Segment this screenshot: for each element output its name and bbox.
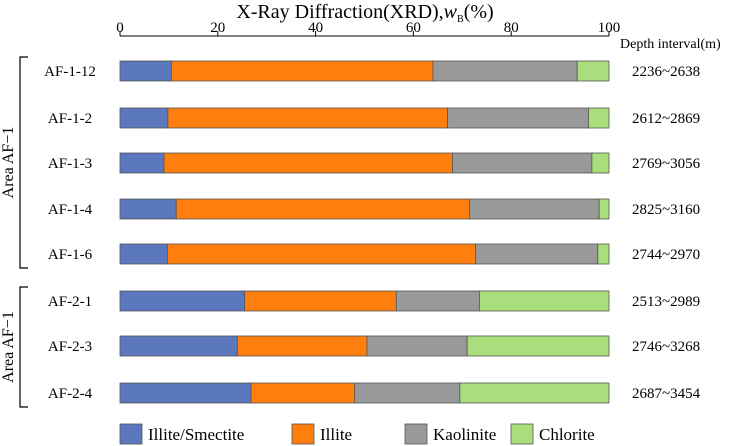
depth-interval-header: Depth interval(m) bbox=[620, 37, 721, 52]
x-tick-label: 0 bbox=[116, 20, 124, 36]
bar-segment-kaolinite bbox=[354, 382, 461, 404]
bar-segment-illite-smectite bbox=[119, 107, 169, 129]
x-tick-label: 100 bbox=[598, 20, 621, 36]
bar-segment-kaolinite bbox=[395, 290, 480, 312]
bar-segment-chlorite bbox=[598, 198, 610, 220]
x-tick-label: 60 bbox=[406, 20, 421, 36]
legend: Illite/Smectite Illite Kaolinite Chlorite bbox=[119, 423, 595, 445]
category-label: AF-2-3 bbox=[48, 339, 92, 355]
bar-segment-illite-smectite bbox=[119, 60, 172, 82]
legend-swatch bbox=[510, 423, 534, 445]
bar-segment-illite-smectite bbox=[119, 335, 238, 357]
bar-segment-chlorite bbox=[591, 152, 610, 174]
legend-label: Illite/Smectite bbox=[148, 425, 244, 444]
depth-label: 2612~2869 bbox=[632, 111, 700, 127]
depth-labels: 2236~2638 2612~2869 2769~3056 2825~3160 2744… bbox=[632, 64, 701, 402]
bar-segment-illite-smectite bbox=[119, 243, 168, 265]
bar-segment-illite bbox=[163, 152, 453, 174]
bar-segment-illite bbox=[170, 60, 434, 82]
bar-segment-chlorite bbox=[588, 107, 610, 129]
legend-swatch bbox=[119, 423, 143, 445]
category-label: AF-1-6 bbox=[48, 247, 93, 263]
bar-segment-illite bbox=[236, 335, 368, 357]
category-label: AF-1-3 bbox=[48, 156, 92, 172]
bar-segment-illite-smectite bbox=[119, 290, 246, 312]
bar-segment-illite-smectite bbox=[119, 382, 252, 404]
bar-segment-illite bbox=[244, 290, 397, 312]
category-label: AF-2-1 bbox=[48, 294, 92, 310]
bar-segment-illite-smectite bbox=[119, 198, 177, 220]
bar-segment-illite bbox=[250, 382, 356, 404]
x-axis: 0 20 40 60 80 100 bbox=[116, 20, 621, 37]
x-tick-label: 80 bbox=[504, 20, 519, 36]
bar-segment-illite bbox=[167, 107, 449, 129]
chart-title: X-Ray Diffraction(XRD),wB(%) bbox=[236, 1, 493, 25]
x-tick-label: 20 bbox=[210, 20, 225, 36]
bar-segment-illite-smectite bbox=[119, 152, 165, 174]
legend-swatch bbox=[291, 423, 315, 445]
bar-segment-chlorite bbox=[479, 290, 610, 312]
depth-label: 2769~3056 bbox=[632, 156, 701, 172]
bar-segment-kaolinite bbox=[469, 198, 600, 220]
legend-label: Chlorite bbox=[539, 425, 595, 444]
legend-swatch bbox=[404, 423, 428, 445]
category-label: AF-2-4 bbox=[48, 386, 93, 402]
category-label: AF-1-2 bbox=[48, 111, 92, 127]
depth-label: 2746~3268 bbox=[632, 339, 700, 355]
x-tick-label: 40 bbox=[308, 20, 323, 36]
legend-label: Illite bbox=[320, 425, 352, 444]
bar-segment-illite bbox=[175, 198, 471, 220]
bars bbox=[119, 60, 610, 404]
bar-segment-kaolinite bbox=[447, 107, 589, 129]
bar-segment-chlorite bbox=[576, 60, 610, 82]
group-brackets: Area AF−1 Area AF−1 bbox=[0, 56, 28, 408]
category-label: AF-1-12 bbox=[44, 64, 96, 80]
bar-segment-chlorite bbox=[466, 335, 610, 357]
depth-label: 2825~3160 bbox=[632, 202, 700, 218]
bar-segment-chlorite bbox=[459, 382, 610, 404]
legend-label: Kaolinite bbox=[433, 425, 496, 444]
depth-label: 2687~3454 bbox=[632, 386, 701, 402]
category-label: AF-1-4 bbox=[48, 202, 93, 218]
bar-segment-chlorite bbox=[597, 243, 610, 265]
category-labels: AF-1-12 AF-1-2 AF-1-3 AF-1-4 AF-1-6 AF-2-1 AF-… bbox=[44, 64, 96, 402]
bar-segment-kaolinite bbox=[475, 243, 599, 265]
depth-label: 2744~2970 bbox=[632, 247, 700, 263]
group-bracket bbox=[19, 286, 28, 408]
bar-segment-kaolinite bbox=[366, 335, 468, 357]
bar-segment-kaolinite bbox=[452, 152, 593, 174]
depth-label: 2236~2638 bbox=[632, 64, 700, 80]
group-label: Area AF−1 bbox=[0, 311, 17, 383]
group-bracket bbox=[19, 56, 28, 269]
group-label: Area AF−1 bbox=[0, 127, 17, 199]
bar-segment-kaolinite bbox=[432, 60, 578, 82]
depth-label: 2513~2989 bbox=[632, 294, 700, 310]
bar-segment-illite bbox=[167, 243, 476, 265]
